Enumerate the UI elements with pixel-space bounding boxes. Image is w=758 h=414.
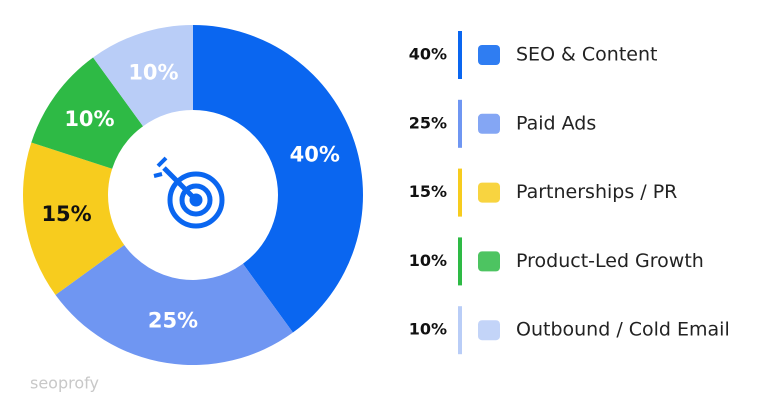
slice-label: 40% (290, 142, 340, 166)
donut-slice (22, 142, 125, 295)
legend-icon (478, 251, 500, 272)
legend-label: Paid Ads (516, 112, 596, 134)
legend-icon (478, 182, 500, 203)
donut-slice (93, 25, 193, 127)
legend-icon (478, 113, 500, 134)
legend-value: 40% (409, 45, 447, 64)
center-icon (153, 156, 225, 229)
watermark: seoprofy (30, 374, 99, 393)
legend-value: 10% (409, 320, 447, 339)
slice-label: 25% (148, 308, 198, 332)
legend-bar (458, 31, 462, 79)
donut-slice (193, 25, 363, 333)
legend-label: Outbound / Cold Email (516, 319, 730, 341)
legend-label: Partnerships / PR (516, 181, 677, 203)
legend-bar (458, 99, 462, 148)
legend-value: 25% (409, 113, 447, 132)
legend-bar (458, 168, 462, 217)
slice-label: 10% (128, 60, 178, 84)
donut-slice (31, 57, 144, 169)
legend-value: 10% (409, 251, 447, 270)
legend-icon (478, 320, 500, 341)
legend-icon (478, 45, 500, 65)
legend-bar (458, 306, 462, 355)
legend-value: 15% (409, 182, 447, 201)
slice-label: 10% (64, 107, 114, 131)
donut-slice (55, 244, 293, 365)
legend-label: Product-Led Growth (516, 250, 704, 272)
legend-bar (458, 237, 462, 286)
legend-label: SEO & Content (516, 44, 657, 66)
slice-label: 15% (41, 202, 91, 226)
